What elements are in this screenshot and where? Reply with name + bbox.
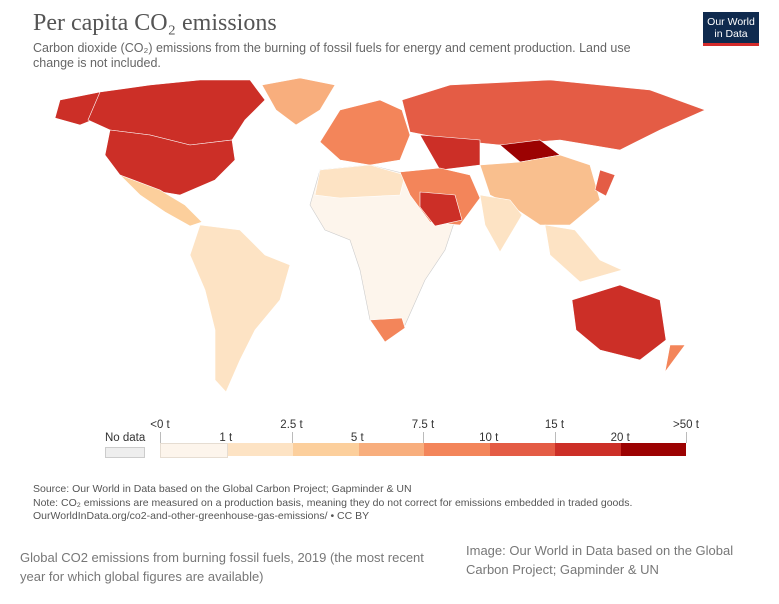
legend-bin-4 — [424, 443, 490, 456]
region-central-america[interactable] — [119, 174, 203, 227]
legend-tick-label: 1 t — [219, 432, 233, 444]
region-usa[interactable] — [104, 129, 236, 196]
legend-color-bar — [160, 443, 686, 458]
legend-bin-5 — [489, 443, 555, 456]
owid-logo[interactable]: Our World in Data — [703, 12, 759, 46]
image-credit: Image: Our World in Data based on the Gl… — [466, 543, 734, 577]
legend-bin-6 — [555, 443, 621, 456]
legend-bin-0 — [160, 443, 228, 458]
region-saudi-arabia[interactable] — [419, 191, 463, 227]
legend-bin-3 — [358, 443, 424, 456]
region-greenland[interactable] — [261, 77, 336, 126]
logo-line1: Our World — [707, 16, 755, 28]
chart-notes: Source: Our World in Data based on the G… — [33, 483, 632, 524]
legend-tick-label: >50 t — [673, 419, 699, 431]
legend-tick-label: 2.5 t — [280, 419, 303, 431]
legend-tick-label: 15 t — [544, 419, 565, 431]
legend-tick-label: <0 t — [150, 419, 170, 431]
legend-tick-label: 7.5 t — [411, 419, 435, 431]
source-url-link[interactable]: OurWorldInData.org/co2-and-other-greenho… — [33, 510, 370, 522]
legend-bin-1 — [227, 443, 293, 456]
note-text: Note: CO₂ emissions are measured on a pr… — [33, 496, 633, 509]
chart-subtitle: Carbon dioxide (CO₂) emissions from the … — [33, 41, 631, 70]
legend-tick-label: 5 t — [350, 432, 364, 444]
legend-tick-line — [291, 432, 293, 443]
region-india[interactable] — [479, 194, 523, 253]
region-canada[interactable] — [87, 79, 266, 146]
region-southeast-asia[interactable] — [544, 224, 623, 283]
region-europe[interactable] — [319, 99, 411, 166]
legend-bin-2 — [293, 443, 359, 456]
region-australia[interactable] — [571, 284, 667, 361]
legend-tick-line — [160, 432, 161, 443]
legend-tick-line — [423, 432, 424, 443]
logo-line2: in Data — [714, 28, 748, 40]
region-south-america[interactable] — [189, 224, 291, 393]
region-new-zealand[interactable] — [664, 344, 686, 373]
world-map — [54, 77, 706, 393]
legend-tick-label: 20 t — [610, 432, 630, 444]
legend-bin-7 — [620, 443, 686, 456]
image-caption: Global CO2 emissions from burning fossil… — [20, 550, 424, 584]
legend-tick-label: 10 t — [479, 432, 499, 444]
legend-tick-line — [554, 432, 556, 443]
source-text: Source: Our World in Data based on the G… — [33, 483, 412, 495]
legend-no-data-label: No data — [105, 432, 146, 444]
region-north-africa[interactable] — [314, 164, 406, 199]
chart-title: Per capita CO₂ emissions — [33, 10, 277, 36]
region-japan[interactable] — [594, 169, 616, 197]
legend-no-data-swatch — [105, 447, 145, 458]
region-south-africa[interactable] — [369, 317, 406, 343]
legend-tick-line — [686, 432, 687, 443]
region-kazakhstan[interactable] — [419, 134, 481, 171]
